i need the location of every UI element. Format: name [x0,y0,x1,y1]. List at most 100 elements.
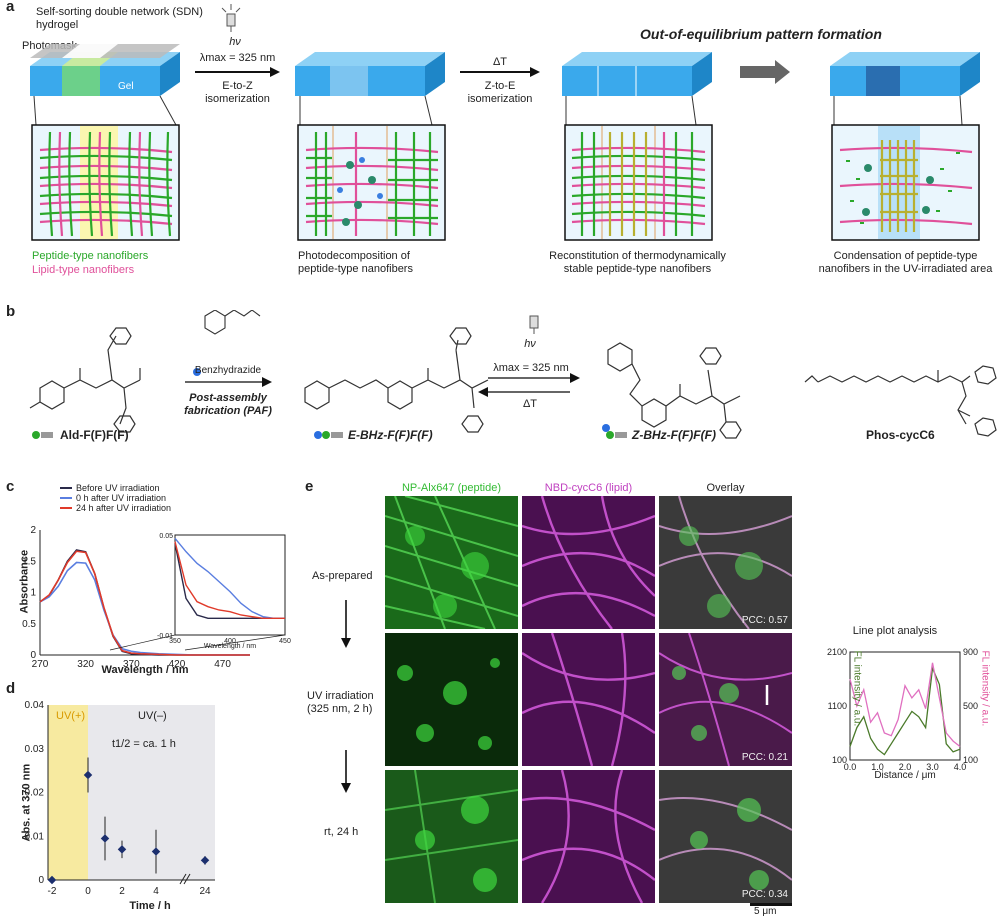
panel-c-letter: c [6,478,15,495]
legend-peptide: Peptide-type nanofibers [32,250,149,262]
c-ytick: 2 [30,525,36,536]
gel-block-1 [30,44,180,96]
lp-frame [849,651,961,761]
scale-label: 5 μm [754,906,777,917]
panel-b-structures [29,310,997,439]
c-inset-xtick: 400 [224,638,236,645]
lamp-icon-a [221,4,241,32]
reagent-label: Benzhydrazide [194,365,262,376]
row-uv: UV irradiation (325 nm, 2 h) [307,690,374,715]
arrow2-caption: Z-to-E isomerization [467,80,533,105]
mol-glyph-2 [314,431,343,439]
img-peptide-3 [385,770,518,903]
c-xtick: 470 [214,659,231,670]
img-overlay-3: PCC: 0.34 [659,770,792,903]
mol2-label: E-BHz-F(F)F(F) [348,428,433,442]
row-as-prepared: As-prepared [312,570,373,582]
b-arrow-hv: hν [524,338,536,350]
pcc-3: PCC: 0.34 [741,889,788,900]
d-xtick: -2 [48,886,57,897]
c-inset-xtick: 350 [169,638,181,645]
arrow1-caption: E-to-Z isomerization [205,80,270,105]
half-life-label: t1/2 = ca. 1 h [112,738,176,750]
col-lipid: NBD-cycC6 (lipid) [544,482,633,494]
d-xtick: 4 [153,886,159,897]
d-xtick: 2 [119,886,125,897]
c-legend-label: 0 h after UV irradiation [76,493,166,503]
d-ytick: 0.02 [25,788,45,799]
img-overlay-2: PCC: 0.21 [659,633,792,766]
lp-xtick: 3.0 [926,762,939,770]
c-ytick: 0.5 [22,619,36,630]
lp-ytick-right: 500 [963,701,978,711]
lp-xtick: 0.0 [844,762,857,770]
gel-block-2 [295,52,445,96]
c-xtick: 320 [77,659,94,670]
lp-ytick-left: 100 [832,755,847,765]
panel-a-schematic [30,4,980,241]
d-ytick: 0.03 [25,744,45,755]
row-rt: rt, 24 h [324,826,359,838]
arrow1-lambda: λmax = 325 nm [199,52,276,64]
d-ytick: 0.04 [25,700,45,711]
pcc-1: PCC: 0.57 [741,615,788,626]
img-overlay-1: PCC: 0.57 [659,496,792,629]
img-lipid-1 [522,496,655,629]
caption-condensation: Condensation of peptide-type nanofibers … [818,250,993,275]
mol-glyph-1 [32,431,53,439]
panel-a-letter: a [6,0,15,15]
panel-e-letter: e [305,478,314,495]
pcc-2: PCC: 0.21 [741,752,788,763]
arrow2-dt: ΔT [492,56,508,68]
img-lipid-3 [522,770,655,903]
b-arrow-dt: ΔT [522,398,538,410]
mol3-label: Z-BHz-F(F)F(F) [632,428,716,442]
c-ytick: 1 [30,588,36,599]
d-ylabel: Abs. at 370 nm [20,763,33,842]
hydrogel-label: Self-sorting double network (SDN) hydrog… [36,6,203,31]
lp-xtick: 4.0 [954,762,967,770]
c-inset-line [174,541,285,620]
lp-ylabel-right: FL intensity / a.u. [979,650,991,727]
panel-b-letter: b [6,303,16,320]
c-ytick: 0 [30,650,36,661]
benzhydrazide-dot [193,368,201,376]
img-peptide-2 [385,633,518,766]
lp-xlabel: Distance / μm [874,770,936,781]
d-ytick: 0.01 [25,831,45,842]
d-axis-break [183,873,191,885]
lp-xtick: 1.0 [871,762,884,770]
c-inset-xlabel: Wavelength / nm [204,643,256,650]
lp-ytick-right: 900 [963,647,978,657]
legend-lipid: Lipid-type nanofibers [32,264,135,276]
c-inset-xtick: 450 [279,638,291,645]
d-uv-off-region [88,705,215,880]
uv-off-label: UV(–) [138,710,167,722]
mol-glyph-3 [602,424,627,439]
c-inset-ytick: -0.01 [157,633,173,640]
col-peptide: NP-Alx647 (peptide) [401,482,502,494]
c-legend-label: 24 h after UV irradiation [76,503,171,513]
lp-xtick: 2.0 [899,762,912,770]
scale-bar [750,903,792,906]
gel-label: Gel [118,81,134,92]
lp-series-line [849,662,961,748]
lp-ylabel-left: FL intensity / a.u. [851,650,863,727]
uv-on-label: UV(+) [56,710,86,722]
c-inset-connector [184,634,286,651]
mol4-label: Phos-cycC6 [866,428,935,442]
c-xtick: 420 [169,659,186,670]
b-arrow-lambda: λmax = 325 nm [493,362,569,374]
lp-ytick-left: 2100 [827,647,847,657]
caption-photodecomposition: Photodecomposition of peptide-type nanof… [298,250,413,275]
c-inset-connector [109,634,176,651]
caption-reconstitution: Reconstitution of thermodynamically stab… [549,250,726,275]
gel-block-3 [562,52,712,96]
absorbance-chart: 270 320 370 420 470 0 0.5 1 1.5 2 Before UV irradi… [22,483,291,670]
d-xtick: 0 [85,886,91,897]
c-ytick: 1.5 [22,556,36,567]
d-uv-on-region [48,705,88,880]
c-inset-line [174,537,285,620]
img-lipid-2 [522,633,655,766]
